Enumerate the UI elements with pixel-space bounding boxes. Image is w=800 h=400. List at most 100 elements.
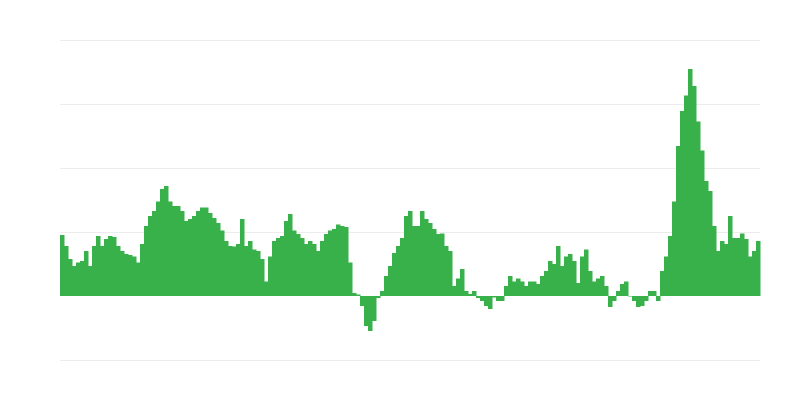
bar: [548, 260, 553, 296]
bar: [464, 290, 469, 296]
bar: [696, 121, 701, 296]
bar: [640, 296, 645, 307]
bar: [388, 265, 393, 296]
bar: [344, 226, 349, 296]
bar: [240, 219, 245, 296]
bar: [172, 205, 177, 296]
bar: [488, 296, 493, 309]
bar: [564, 256, 569, 296]
bar: [164, 185, 169, 296]
bar: [732, 237, 737, 296]
bar: [516, 278, 521, 296]
bar: [480, 296, 485, 302]
bar: [668, 235, 673, 296]
bar: [472, 290, 477, 296]
bar: [140, 244, 145, 296]
bar: [752, 251, 757, 296]
bar: [404, 216, 409, 296]
bar: [72, 265, 77, 296]
bar: [688, 68, 693, 296]
bar: [136, 262, 141, 296]
bar: [400, 237, 405, 296]
bar: [632, 296, 637, 302]
bar: [324, 233, 329, 296]
bar: [112, 237, 117, 296]
bar: [304, 244, 309, 296]
bar: [748, 256, 753, 296]
bar: [724, 244, 729, 296]
bar: [320, 240, 325, 296]
bar: [424, 219, 429, 296]
bar: [592, 281, 597, 296]
bar: [316, 251, 321, 296]
bar: [568, 253, 573, 296]
bar: [200, 207, 205, 296]
bar: [616, 290, 621, 296]
bar: [444, 246, 449, 296]
bar: [552, 264, 557, 296]
bar: [528, 281, 533, 296]
bar: [524, 285, 529, 296]
bar: [532, 281, 537, 296]
bar: [232, 246, 237, 296]
bar: [60, 235, 65, 296]
bar: [396, 246, 401, 296]
bar: [268, 256, 273, 296]
bar: [180, 210, 185, 296]
bar: [292, 230, 297, 296]
bar: [312, 244, 317, 296]
bar: [96, 235, 101, 296]
bar: [356, 294, 361, 296]
bar: [544, 271, 549, 296]
bar: [672, 201, 677, 296]
bar: [380, 290, 385, 296]
bar: [420, 210, 425, 296]
bar: [644, 296, 649, 302]
bar: [720, 240, 725, 296]
bar: [536, 283, 541, 296]
bar: [628, 296, 633, 297]
bar: [76, 262, 81, 296]
bar: [196, 210, 201, 296]
bar: [296, 233, 301, 296]
bar: [256, 251, 261, 296]
bar: [116, 246, 121, 296]
bar: [700, 150, 705, 296]
bars: [60, 68, 761, 332]
bar: [348, 262, 353, 296]
bar: [508, 276, 513, 296]
bar: [756, 240, 761, 296]
bar: [68, 258, 73, 296]
bar: [744, 239, 749, 296]
bar: [504, 285, 509, 296]
bar: [168, 201, 173, 296]
bar: [636, 296, 641, 307]
bar: [604, 285, 609, 296]
bar: [680, 111, 685, 296]
bar: [440, 233, 445, 296]
bar: [192, 216, 197, 296]
bar: [468, 294, 473, 296]
bar: [148, 216, 153, 296]
bar: [208, 212, 213, 296]
bar: [104, 239, 109, 296]
bar: [244, 246, 249, 296]
bar: [328, 230, 333, 296]
bar: [712, 226, 717, 296]
bar: [576, 283, 581, 296]
bar: [216, 223, 221, 296]
bar: [540, 276, 545, 296]
bar: [560, 265, 565, 296]
bar: [176, 205, 181, 296]
bar: [156, 201, 161, 296]
bar: [584, 249, 589, 296]
bar: [648, 290, 653, 296]
bar: [460, 269, 465, 296]
bar: [280, 235, 285, 296]
bar: [684, 95, 689, 297]
bar: [220, 230, 225, 296]
bar: [384, 276, 389, 296]
bar: [100, 246, 105, 296]
bar: [212, 217, 217, 296]
